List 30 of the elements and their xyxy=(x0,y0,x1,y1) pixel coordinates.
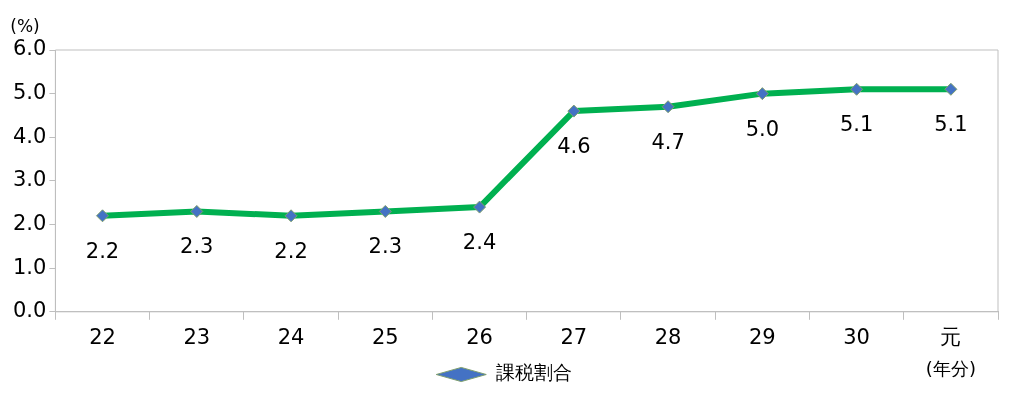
x-tick-label: 30 xyxy=(843,324,870,349)
data-label: 5.1 xyxy=(839,112,874,137)
data-label: 2.3 xyxy=(180,234,214,259)
x-tick-label: 24 xyxy=(277,324,305,349)
y-tick-label: 5.0 xyxy=(12,80,47,105)
y-tick-label: 0.0 xyxy=(12,298,47,323)
x-tick-label: 28 xyxy=(654,324,682,349)
data-label: 5.1 xyxy=(934,112,968,137)
data-label: 2.2 xyxy=(85,238,120,263)
y-tick-label: 6.0 xyxy=(12,36,47,61)
x-axis-title: (年分) xyxy=(925,357,976,379)
data-label: 4.6 xyxy=(557,134,591,159)
data-label: 5.0 xyxy=(745,116,780,141)
x-tick-label: 26 xyxy=(466,324,493,349)
x-tick-label: 23 xyxy=(183,324,211,349)
y-tick-label: 3.0 xyxy=(12,167,47,192)
x-tick-label: 27 xyxy=(560,324,588,349)
data-label: 2.4 xyxy=(462,230,497,255)
x-tick-label: 29 xyxy=(748,324,776,349)
data-label: 4.7 xyxy=(651,129,685,154)
legend-label: 課税割合 xyxy=(495,361,572,384)
data-label: 2.3 xyxy=(368,234,403,259)
data-label: 2.2 xyxy=(274,238,308,263)
y-tick-label: 4.0 xyxy=(12,123,47,148)
x-tick-label: 25 xyxy=(371,324,399,349)
x-tick-label: 22 xyxy=(89,324,116,349)
y-tick-label: 2.0 xyxy=(12,210,47,235)
y-axis-title: (%) xyxy=(10,15,40,36)
x-tick-label: 元 xyxy=(940,324,962,349)
y-tick-label: 1.0 xyxy=(12,254,47,279)
